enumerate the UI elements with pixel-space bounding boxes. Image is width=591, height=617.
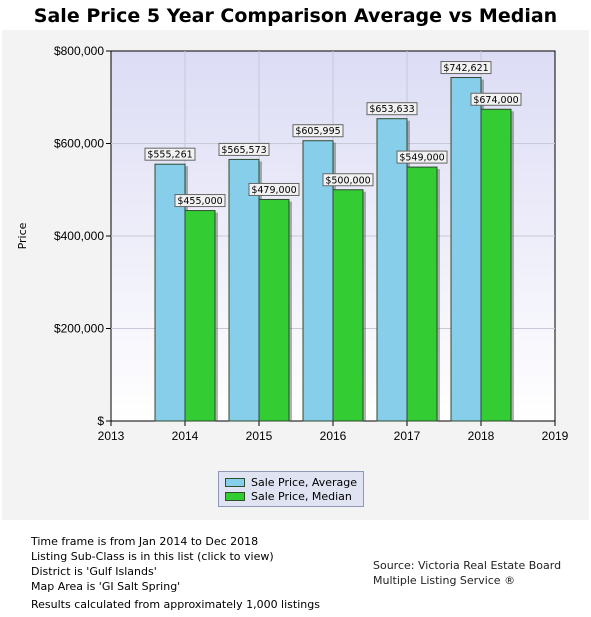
x-tick-label-1: 2014: [172, 429, 199, 443]
data-label-average-2018: $742,621: [443, 63, 488, 74]
data-label-average-2017: $653,633: [369, 104, 414, 115]
data-label-median-2015-box: [248, 182, 300, 196]
data-label-average-2016: $605,995: [295, 126, 340, 137]
chart-panel: $ $200,000 $400,000 $600,000 $800,000 2013 201…: [2, 30, 589, 520]
bar-median-2016: [332, 189, 364, 422]
data-label-average-2015: $565,573: [221, 145, 266, 156]
bar-average-2018: [450, 77, 482, 422]
legend-swatch-average: [225, 477, 245, 487]
data-label-average-2016-box: [292, 124, 344, 138]
bar-median-2018: [480, 108, 512, 422]
y-tick-label-3: $600,000: [54, 137, 104, 151]
bar-average-2015: [228, 158, 260, 422]
chart-svg: $ $200,000 $400,000 $600,000 $800,000 2013 201…: [16, 44, 569, 443]
legend-label-average: Sale Price, Average: [251, 475, 358, 489]
y-tick-label-2: $400,000: [54, 229, 104, 243]
bar-average-2017: [376, 118, 408, 422]
x-tick-label-3: 2016: [320, 429, 347, 443]
data-label-median-2016-box: [322, 173, 374, 187]
bar-median-2015: [258, 198, 290, 422]
data-label-median-2016: $500,000: [325, 175, 370, 186]
y-tick-label-1: $200,000: [54, 322, 104, 336]
note-subclass-link[interactable]: Listing Sub-Class is in this list (click…: [31, 550, 274, 563]
chart-title: Sale Price 5 Year Comparison Average vs …: [33, 5, 558, 27]
bar-median-2017: [406, 166, 438, 422]
data-label-average-2017-box: [366, 102, 418, 116]
data-label-median-2017: $549,000: [399, 153, 444, 164]
data-label-average-2014-box: [144, 147, 196, 161]
x-tick-label-4: 2017: [394, 429, 421, 443]
legend-item-median: Sale Price, Median: [225, 489, 363, 503]
y-tick-label-4: $800,000: [54, 44, 104, 58]
source-line-1: Source: Victoria Real Estate Board: [373, 559, 562, 572]
source-credit: Source: Victoria Real Estate Board Multi…: [373, 558, 561, 588]
data-label-median-2015: $479,000: [251, 185, 296, 196]
legend-item-average: Sale Price, Average: [225, 475, 363, 489]
note-district: District is 'Gulf Islands': [31, 565, 157, 578]
note-results: Results calculated from approximately 1,…: [31, 598, 320, 611]
y-axis-title: Price: [16, 222, 29, 249]
x-tick-label-2: 2015: [246, 429, 273, 443]
legend-swatch-median: [225, 491, 245, 501]
criteria-notes: Time frame is from Jan 2014 to Dec 2018 …: [31, 534, 320, 612]
data-label-median-2018-box: [470, 92, 522, 106]
y-tick-label-0: $: [97, 414, 104, 428]
data-label-median-2014: $455,000: [177, 196, 222, 207]
legend-label-median: Sale Price, Median: [251, 489, 352, 503]
data-label-median-2017-box: [396, 150, 448, 164]
x-tick-label-5: 2018: [468, 429, 495, 443]
data-label-average-2018-box: [440, 61, 492, 75]
data-label-median-2018: $674,000: [473, 95, 518, 106]
bar-average-2016: [302, 140, 334, 422]
note-map-area: Map Area is 'GI Salt Spring': [31, 580, 181, 593]
data-label-median-2014-box: [174, 194, 226, 208]
data-label-average-2015-box: [218, 142, 270, 156]
data-label-average-2014: $555,261: [147, 150, 192, 161]
legend: Sale Price, Average Sale Price, Median: [218, 471, 364, 507]
x-tick-label-6: 2019: [542, 429, 569, 443]
bar-median-2014: [184, 210, 216, 422]
x-tick-label-0: 2013: [98, 429, 125, 443]
note-timeframe: Time frame is from Jan 2014 to Dec 2018: [31, 535, 259, 548]
source-line-2: Multiple Listing Service ®: [373, 574, 516, 587]
